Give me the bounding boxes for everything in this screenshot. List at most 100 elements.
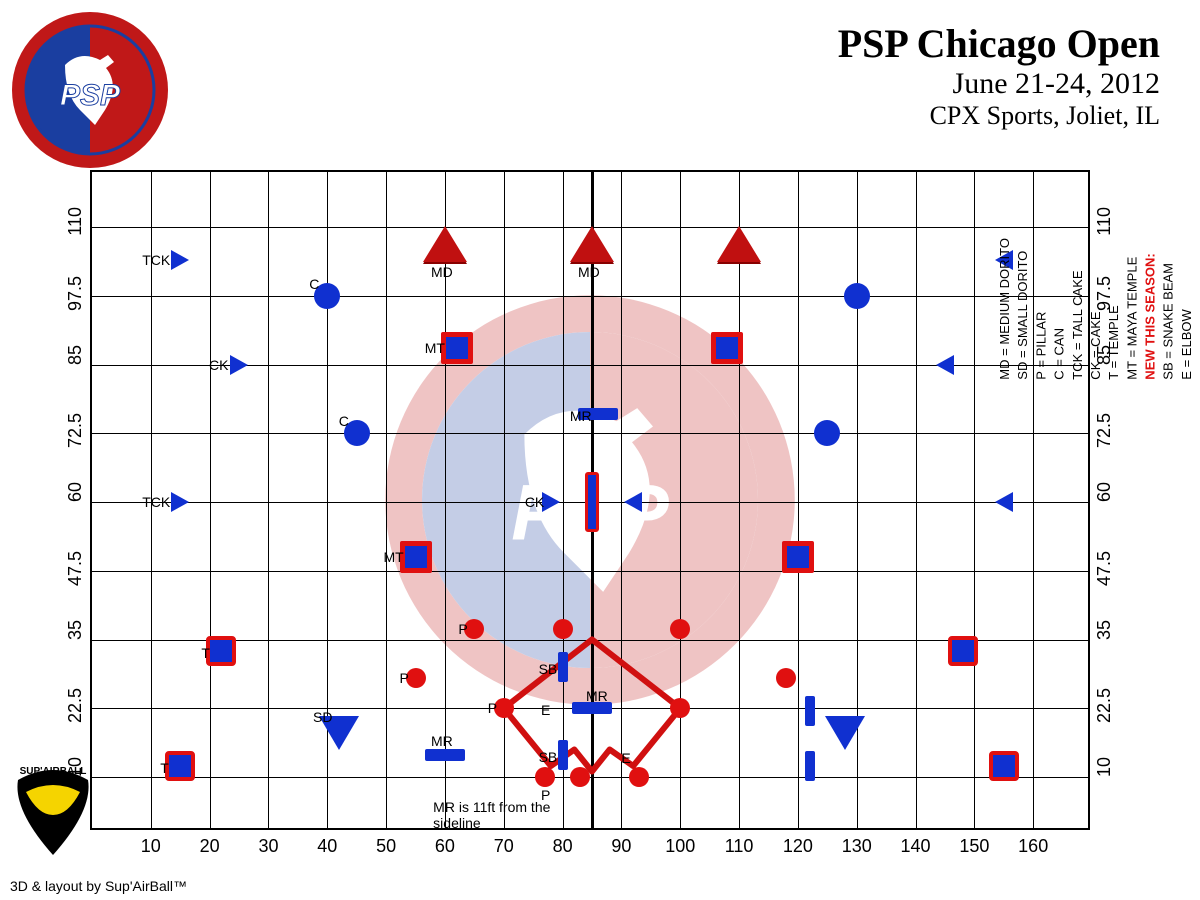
y-tick-label: 22.5: [1094, 688, 1115, 723]
bunker-label: SB: [539, 749, 558, 765]
y-tick-label: 110: [65, 207, 86, 236]
x-tick-label: 110: [724, 836, 754, 857]
y-tick-label: 85: [65, 345, 86, 365]
bunker-mt: [400, 541, 432, 573]
bunker-label: E: [621, 750, 630, 766]
x-tick-label: 120: [783, 836, 813, 857]
gridline-v: [504, 172, 505, 828]
psp-logo-icon: PSP: [10, 10, 170, 170]
y-tick-label: 60: [65, 482, 86, 502]
y-tick-label: 60: [1094, 482, 1115, 502]
bunker-tck: [171, 250, 189, 270]
bunker-sb: [558, 740, 568, 770]
legend-item: P = PILLAR: [1032, 238, 1050, 380]
y-tick-label: 47.5: [1094, 551, 1115, 586]
x-tick-label: 160: [1018, 836, 1048, 857]
y-tick-label: 35: [1094, 620, 1115, 640]
bunker-c: [844, 283, 870, 309]
gridline-h: [92, 433, 1088, 434]
bunker-label: SB: [539, 661, 558, 677]
bunker-label: T: [160, 760, 169, 776]
bunker-label: P: [458, 621, 467, 637]
gridline-v: [563, 172, 564, 828]
bunker-t: [206, 636, 236, 666]
bunker-sd: [825, 716, 865, 750]
bunker-tck: [995, 492, 1013, 512]
bunker-sb: [805, 751, 815, 781]
credit-line: 3D & layout by Sup'AirBall™: [10, 878, 187, 894]
bunker-tck: [171, 492, 189, 512]
gridline-h: [92, 640, 1088, 641]
x-tick-label: 130: [842, 836, 872, 857]
bunker-p: [670, 698, 690, 718]
bunker-ck: [542, 492, 560, 512]
supairball-logo-icon: SUP'AIRBALL: [8, 760, 98, 860]
bunker-mr: [425, 749, 465, 761]
field-grid: 1020304050607080901001101201301401501601…: [90, 170, 1090, 830]
bunker-label: CK: [525, 494, 544, 510]
field-layout: PSP 102030405060708090100110120130140150…: [90, 170, 1090, 830]
bunker-p: [670, 619, 690, 639]
y-tick-label: 47.5: [65, 551, 86, 586]
legend-item: E = ELBOW: [1178, 238, 1196, 380]
y-tick-label: 97.5: [65, 276, 86, 311]
gridline-v: [386, 172, 387, 828]
y-tick-label: 72.5: [1094, 413, 1115, 448]
bunker-p: [553, 619, 573, 639]
legend-group: C = CANTCK = TALL CAKECK = CAKE: [1051, 238, 1106, 380]
bunker-label: TCK: [142, 252, 170, 268]
gridline-v: [268, 172, 269, 828]
gridline-h: [92, 571, 1088, 572]
bunker-label: TCK: [142, 494, 170, 510]
bunker-center: [585, 472, 599, 532]
bunker-md: [423, 226, 467, 262]
event-title: PSP Chicago Open: [838, 20, 1160, 67]
bunker-t: [989, 751, 1019, 781]
bunker-sb: [805, 696, 815, 726]
bunker-label: MR: [586, 688, 608, 704]
bunker-label: T: [201, 645, 210, 661]
event-dates: June 21-24, 2012: [838, 67, 1160, 101]
event-venue: CPX Sports, Joliet, IL: [838, 101, 1160, 131]
y-tick-label: 10: [1094, 757, 1115, 777]
x-tick-label: 10: [136, 836, 166, 857]
x-tick-label: 30: [253, 836, 283, 857]
legend-item: MT = MAYA TEMPLE: [1123, 238, 1141, 380]
y-tick-label: 35: [65, 620, 86, 640]
bunker-c: [814, 420, 840, 446]
header: PSP Chicago Open June 21-24, 2012 CPX Sp…: [838, 20, 1160, 131]
gridline-v: [798, 172, 799, 828]
bunker-label: C: [339, 413, 349, 429]
x-tick-label: 80: [548, 836, 578, 857]
bunker-p: [629, 767, 649, 787]
bunker-label: P: [488, 700, 497, 716]
x-tick-label: 150: [959, 836, 989, 857]
legend-group: T = TEMPLEMT = MAYA TEMPLE: [1105, 238, 1141, 380]
bunker-ck: [936, 355, 954, 375]
x-tick-label: 60: [430, 836, 460, 857]
bunker-label: MD: [431, 264, 453, 280]
y-tick-label: 72.5: [65, 413, 86, 448]
x-tick-label: 90: [606, 836, 636, 857]
gridline-v: [621, 172, 622, 828]
bunker-mt: [441, 332, 473, 364]
bunker-label: MT: [384, 549, 404, 565]
gridline-h: [92, 296, 1088, 297]
gridline-v: [739, 172, 740, 828]
bunker-label: MR: [570, 408, 592, 424]
bunker-mt: [782, 541, 814, 573]
legend-item: SB = SNAKE BEAM: [1160, 238, 1178, 380]
bunker-label: MD: [578, 264, 600, 280]
y-tick-label: 22.5: [65, 688, 86, 723]
sideline-note: MR is 11ft from the sideline: [433, 799, 553, 831]
bunker-t: [948, 636, 978, 666]
x-tick-label: 50: [371, 836, 401, 857]
bunker-label: MR: [431, 733, 453, 749]
legend-item: C = CAN: [1051, 238, 1069, 380]
legend-item: SD = SMALL DORITO: [1014, 238, 1032, 380]
x-tick-label: 70: [489, 836, 519, 857]
gridline-v: [916, 172, 917, 828]
x-tick-label: 140: [901, 836, 931, 857]
legend-group: NEW THIS SEASON:SB = SNAKE BEAME = ELBOW: [1141, 238, 1196, 380]
bunker-label: P: [400, 670, 409, 686]
